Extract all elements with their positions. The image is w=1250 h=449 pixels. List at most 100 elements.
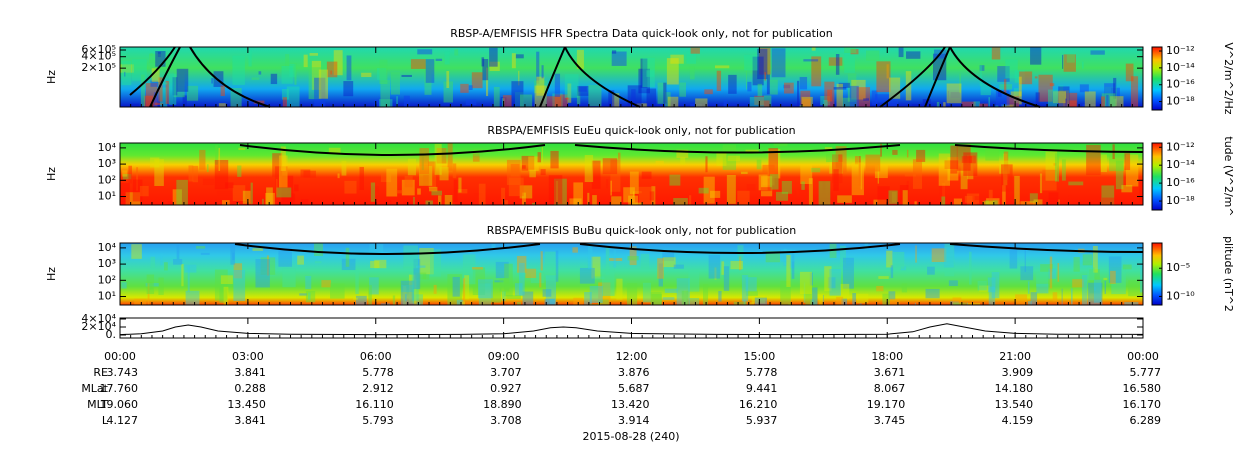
spectrogram-texture xyxy=(233,263,243,279)
colorbar-tick-label: 10⁻¹⁸ xyxy=(1166,194,1195,207)
spectrogram-texture xyxy=(410,59,426,69)
spectrogram-texture xyxy=(718,291,722,302)
spectrogram-texture xyxy=(646,88,657,107)
spectrogram-texture xyxy=(760,187,772,192)
spectrogram-texture xyxy=(984,200,998,205)
spectrogram-texture xyxy=(494,280,504,283)
spectrogram-texture xyxy=(534,80,548,94)
spectrogram-texture xyxy=(370,260,380,269)
spectrogram-texture xyxy=(511,81,524,107)
spectrogram-texture xyxy=(400,280,415,305)
spectrogram-texture xyxy=(698,187,709,194)
spectrogram-texture xyxy=(446,71,450,88)
spectrogram-texture xyxy=(172,77,178,96)
spectrogram-texture xyxy=(1003,153,1008,186)
spectrogram-texture xyxy=(252,248,263,251)
colorbar-tick-label: 10⁻⁵ xyxy=(1166,261,1190,274)
spectrogram-texture xyxy=(552,93,563,107)
spectrogram-texture xyxy=(997,90,1002,97)
spectrogram-texture xyxy=(927,266,935,275)
spectrogram-texture xyxy=(493,86,500,107)
plasma-line xyxy=(574,144,901,154)
spectrogram-texture xyxy=(664,92,671,107)
spectrogram-texture xyxy=(404,175,413,188)
spectrogram-texture xyxy=(168,73,177,105)
spectrogram-texture xyxy=(1062,54,1064,69)
spectrogram-texture xyxy=(628,195,638,205)
spectrogram-texture xyxy=(602,158,618,175)
spectrogram-texture xyxy=(730,261,743,270)
spectrogram-texture xyxy=(859,303,862,305)
spectrogram-texture xyxy=(521,165,526,169)
spectrogram-texture xyxy=(544,298,555,305)
spectrogram-texture xyxy=(688,297,700,305)
spectrogram-texture xyxy=(714,267,717,280)
spectrogram-texture xyxy=(824,81,835,107)
spectrogram-texture xyxy=(145,283,160,287)
spectrogram-texture xyxy=(605,246,610,275)
spectrogram-texture xyxy=(1111,267,1126,295)
spectrogram-texture xyxy=(424,64,432,95)
spectrogram-texture xyxy=(764,72,766,81)
spectrogram-texture xyxy=(1006,95,1020,107)
spectrogram-texture xyxy=(1125,63,1134,82)
spectrogram-texture xyxy=(1122,264,1132,270)
spectrogram-texture xyxy=(537,152,541,163)
ephemeris-value: 5.778 xyxy=(746,366,778,379)
spectrogram-texture xyxy=(160,253,163,266)
spectrogram-texture xyxy=(501,200,508,205)
spectrogram-texture xyxy=(121,60,132,86)
spectrogram-texture xyxy=(1115,160,1124,190)
spectrogram-texture xyxy=(844,50,855,73)
spectrogram-texture xyxy=(1065,98,1067,107)
spectrogram-texture xyxy=(192,165,199,183)
spectrogram-texture xyxy=(281,175,294,205)
spectrogram-texture xyxy=(829,161,843,174)
spectrogram-texture xyxy=(767,148,781,179)
spectrogram-texture xyxy=(216,190,232,205)
spectrogram-texture xyxy=(851,79,866,100)
spectrogram-texture xyxy=(415,272,427,280)
spectrogram-texture xyxy=(646,70,655,77)
spectrogram-texture xyxy=(139,185,149,197)
spectrogram-texture xyxy=(657,82,666,104)
spectrogram-texture xyxy=(1038,74,1053,102)
spectrogram-texture xyxy=(1049,83,1055,87)
spectrogram-texture xyxy=(634,191,642,194)
spectrogram-texture xyxy=(686,51,697,64)
spectrogram-texture xyxy=(443,81,453,103)
spectrogram-texture xyxy=(565,96,569,100)
spectrogram-texture xyxy=(1113,77,1117,99)
spectrogram-texture xyxy=(219,284,227,303)
ephemeris-value: 19.170 xyxy=(867,398,906,411)
spectrogram-texture xyxy=(722,144,737,170)
spectrogram-texture xyxy=(847,73,857,102)
spectrogram-texture xyxy=(914,302,916,305)
spectrogram-texture xyxy=(818,295,824,305)
spectrogram-texture xyxy=(294,184,299,192)
spectrogram-texture xyxy=(186,85,199,101)
spectrogram-texture xyxy=(947,90,949,105)
spectrogram-texture xyxy=(1061,159,1066,181)
spectrogram-texture xyxy=(1093,279,1102,303)
spectrogram-texture xyxy=(800,164,813,185)
spectrogram-texture xyxy=(1139,263,1143,293)
spectrogram-texture xyxy=(176,179,188,205)
spectrogram-texture xyxy=(827,277,836,289)
spectrogram-texture xyxy=(280,146,286,171)
spectrogram-texture xyxy=(1036,283,1049,294)
spectrogram-texture xyxy=(238,147,246,151)
spectrogram-texture xyxy=(1065,92,1078,107)
spectrogram-texture xyxy=(555,250,559,282)
spectrogram-texture xyxy=(842,97,858,107)
spectrogram-texture xyxy=(173,97,175,107)
spectrogram-texture xyxy=(912,159,923,189)
spectrogram-texture xyxy=(1104,280,1106,294)
spectrogram-texture xyxy=(328,147,341,154)
spectrogram-texture xyxy=(1101,93,1116,107)
spectrogram-texture xyxy=(840,283,850,300)
spectrogram-texture xyxy=(823,99,828,107)
spectrogram-texture xyxy=(786,255,791,287)
ephemeris-value: 16.170 xyxy=(1123,398,1162,411)
spectrogram-texture xyxy=(959,73,962,93)
